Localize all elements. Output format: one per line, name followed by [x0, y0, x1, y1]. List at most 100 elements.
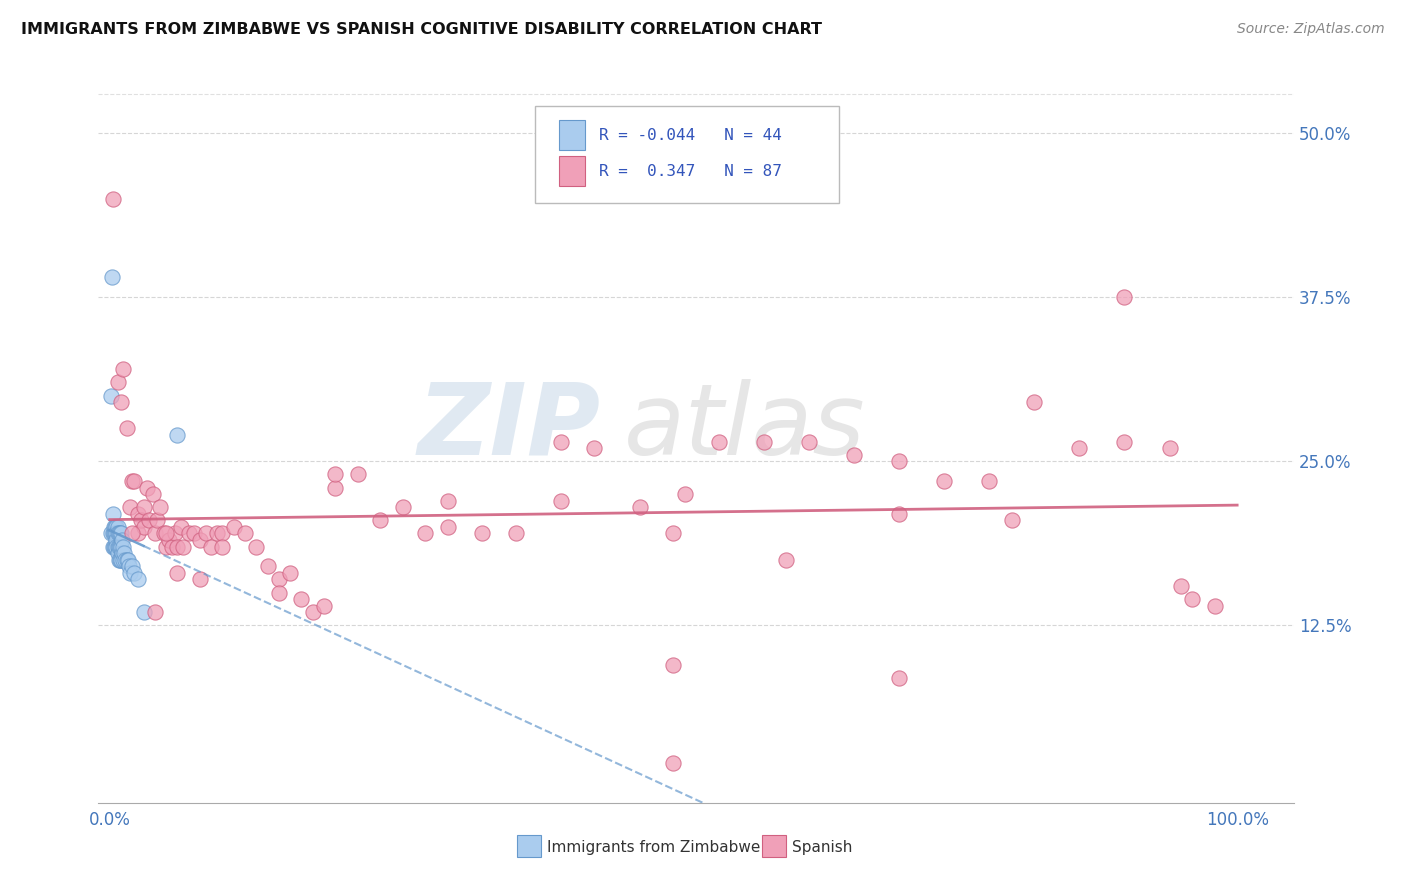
Point: [103, 520, 125, 534]
FancyBboxPatch shape: [517, 835, 541, 857]
FancyBboxPatch shape: [762, 835, 786, 857]
Point: [101, 192, 124, 206]
Point: [267, 573, 290, 587]
Text: Spanish: Spanish: [792, 840, 852, 855]
Point: [132, 605, 155, 619]
Point: [107, 526, 129, 541]
Point: [112, 540, 135, 554]
Point: [110, 526, 132, 541]
Point: [1114, 434, 1136, 449]
Point: [312, 599, 335, 613]
FancyBboxPatch shape: [534, 105, 839, 203]
Point: [101, 540, 124, 554]
Point: [105, 540, 128, 554]
Point: [149, 500, 172, 515]
Point: [155, 526, 177, 541]
Point: [112, 553, 135, 567]
Point: [323, 481, 346, 495]
Point: [278, 566, 301, 580]
Point: [550, 434, 572, 449]
Point: [121, 474, 143, 488]
Point: [127, 526, 149, 541]
Point: [165, 526, 187, 541]
Point: [153, 526, 176, 541]
Point: [550, 493, 572, 508]
Point: [127, 507, 149, 521]
Point: [775, 553, 797, 567]
Point: [118, 500, 141, 515]
Point: [105, 520, 128, 534]
Point: [124, 474, 146, 488]
Point: [110, 553, 132, 567]
Point: [103, 526, 125, 541]
Point: [392, 500, 415, 515]
Point: [105, 533, 128, 547]
Point: [118, 566, 141, 580]
Point: [159, 533, 181, 547]
Point: [1181, 592, 1204, 607]
Point: [887, 454, 910, 468]
Point: [211, 540, 233, 554]
Text: ZIP: ZIP: [418, 378, 600, 475]
Point: [107, 526, 129, 541]
Point: [346, 467, 368, 482]
Point: [166, 540, 188, 554]
Point: [143, 605, 166, 619]
Point: [121, 526, 143, 541]
Point: [256, 559, 278, 574]
Point: [628, 500, 651, 515]
Point: [135, 481, 157, 495]
Point: [200, 540, 222, 554]
Point: [233, 526, 256, 541]
Point: [105, 526, 128, 541]
Text: Immigrants from Zimbabwe: Immigrants from Zimbabwe: [547, 840, 761, 855]
Point: [101, 526, 124, 541]
Point: [111, 533, 134, 547]
Point: [1069, 441, 1091, 455]
Point: [177, 526, 200, 541]
Point: [101, 270, 124, 285]
FancyBboxPatch shape: [558, 156, 585, 186]
Point: [118, 559, 141, 574]
Point: [245, 540, 267, 554]
Point: [110, 540, 132, 554]
Point: [188, 573, 211, 587]
Point: [662, 657, 685, 672]
Point: [111, 546, 134, 560]
Point: [1001, 513, 1024, 527]
Point: [132, 500, 155, 515]
Point: [107, 553, 129, 567]
Point: [121, 559, 143, 574]
Point: [114, 553, 136, 567]
Point: [662, 526, 685, 541]
Point: [107, 540, 129, 554]
Point: [437, 493, 460, 508]
Point: [673, 487, 696, 501]
Text: Source: ZipAtlas.com: Source: ZipAtlas.com: [1237, 22, 1385, 37]
Text: atlas: atlas: [624, 378, 866, 475]
Point: [1024, 395, 1046, 409]
Point: [211, 526, 233, 541]
Text: R = -0.044   N = 44: R = -0.044 N = 44: [599, 128, 782, 143]
Point: [107, 540, 129, 554]
Point: [110, 395, 132, 409]
Point: [166, 428, 188, 442]
Point: [471, 526, 494, 541]
Point: [170, 520, 193, 534]
Point: [1159, 441, 1181, 455]
Point: [115, 421, 138, 435]
Point: [101, 507, 124, 521]
Point: [143, 526, 166, 541]
Point: [108, 553, 131, 567]
Point: [188, 533, 211, 547]
Point: [301, 605, 323, 619]
Point: [205, 526, 228, 541]
Text: R =  0.347   N = 87: R = 0.347 N = 87: [599, 164, 782, 178]
Point: [887, 671, 910, 685]
Point: [752, 434, 775, 449]
Point: [183, 526, 205, 541]
Point: [797, 434, 820, 449]
Point: [103, 540, 125, 554]
Point: [124, 566, 146, 580]
Point: [108, 526, 131, 541]
